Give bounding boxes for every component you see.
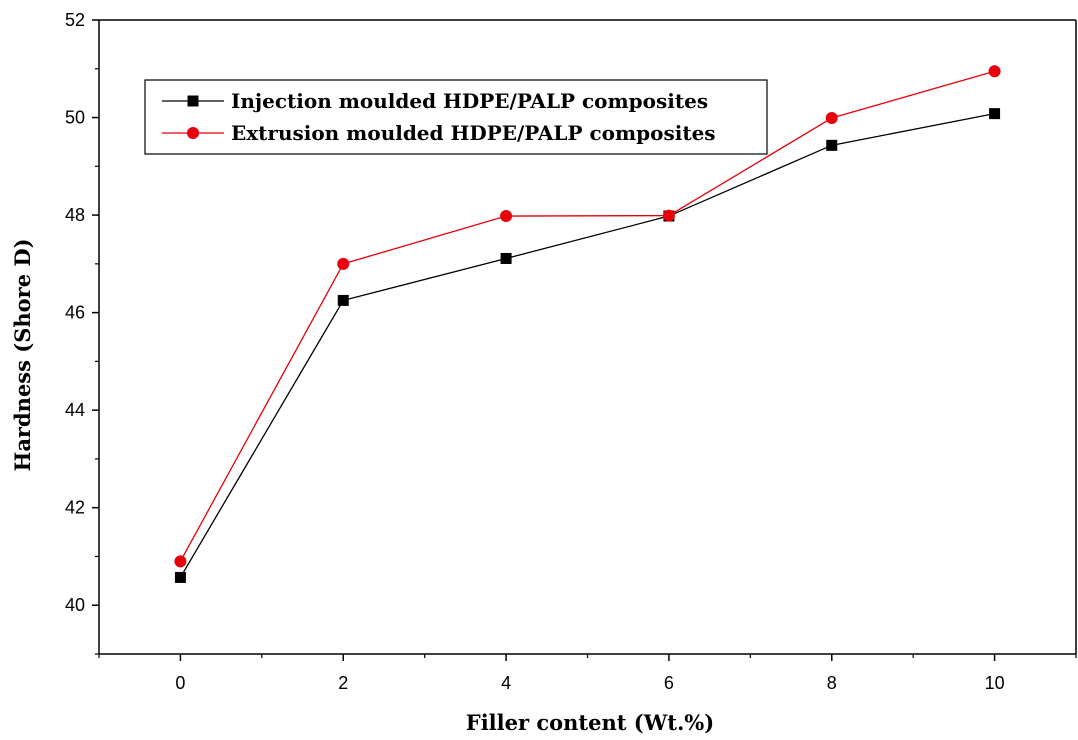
data-point (500, 252, 512, 264)
data-point (500, 210, 513, 223)
x-tick-label: 6 (664, 673, 674, 693)
data-point (337, 257, 350, 270)
legend-marker (187, 127, 199, 139)
x-tick-label: 8 (827, 673, 837, 693)
x-tick-label: 0 (175, 673, 185, 693)
data-point (662, 209, 675, 222)
data-point (988, 65, 1001, 78)
y-tick-label: 44 (65, 400, 85, 420)
data-point (826, 139, 838, 151)
series-line-0 (179, 112, 995, 578)
data-point (825, 112, 838, 125)
x-tick-label: 4 (501, 673, 511, 693)
legend: Injection moulded HDPE/PALP composites Ex… (144, 79, 768, 155)
data-point (174, 555, 187, 568)
data-point (337, 294, 349, 306)
x-tick-label: 10 (985, 673, 1005, 693)
legend-marker (187, 95, 199, 107)
y-tick-label: 52 (65, 10, 85, 30)
y-tick-label: 40 (65, 595, 85, 615)
legend-label: Injection moulded HDPE/PALP composites (231, 89, 708, 113)
data-point (174, 571, 186, 583)
y-tick-label: 50 (65, 108, 85, 128)
legend-label: Extrusion moulded HDPE/PALP composites (231, 121, 716, 145)
x-axis-title: Filler content (Wt.%) (466, 710, 714, 735)
data-point (989, 108, 1001, 120)
y-tick-label: 42 (65, 498, 85, 518)
legend-box (144, 79, 768, 155)
x-tick-label: 2 (338, 673, 348, 693)
y-tick-label: 48 (65, 205, 85, 225)
series-line-1 (179, 70, 995, 562)
y-tick-label: 46 (65, 303, 85, 323)
series-layer (174, 65, 1001, 583)
y-axis-title: Hardness (Shore D) (10, 238, 35, 471)
